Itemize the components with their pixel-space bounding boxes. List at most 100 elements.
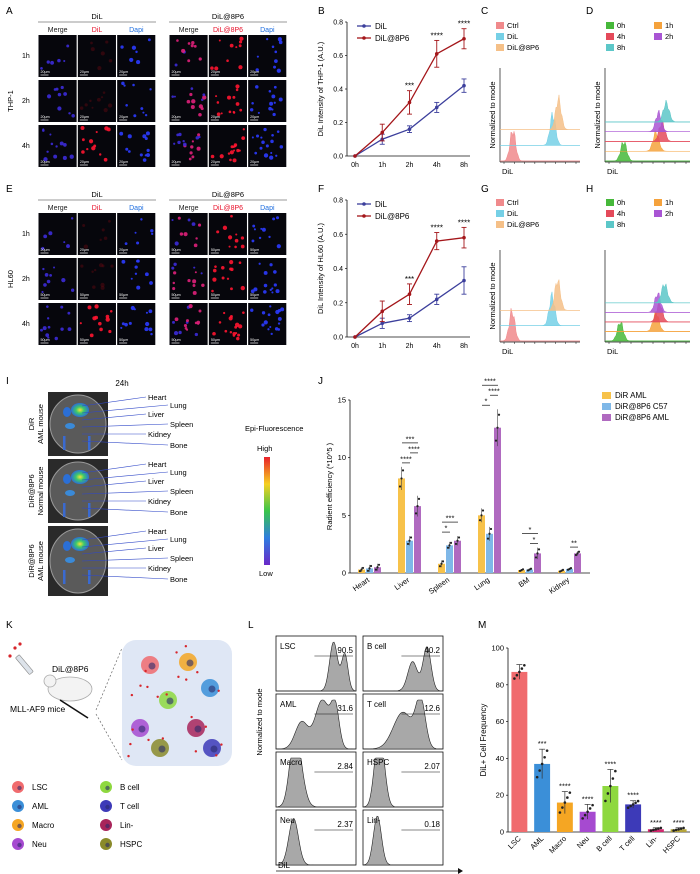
cell-dot (277, 322, 281, 325)
data-dot (652, 828, 655, 832)
cell-dot (181, 48, 186, 53)
data-dot (577, 550, 581, 553)
significance-mark: *** (446, 514, 455, 523)
cell-dot (191, 140, 194, 143)
scale-label: 50μm (172, 293, 181, 297)
gate-percentage: 2.84 (337, 762, 353, 771)
data-dot (417, 497, 421, 500)
data-dot (654, 827, 658, 831)
legend-label: DiR@8P6 C57 (615, 402, 668, 411)
cell-dot (79, 322, 82, 325)
micro-channel-label: Dapi (260, 205, 275, 212)
bar (579, 811, 596, 832)
nanoparticle-dot (220, 743, 223, 746)
y-tick-label: 60 (496, 717, 504, 726)
cell-dot (241, 136, 246, 141)
cell-dot (261, 311, 266, 315)
legend-label: DiL (507, 32, 518, 41)
cell-dot (275, 154, 278, 157)
cell-dot (148, 327, 153, 332)
cell-dot (94, 268, 97, 272)
cell-dot (212, 331, 216, 336)
cell-dot (144, 272, 149, 277)
nanoparticle-dot (146, 685, 149, 689)
legend-swatch (606, 44, 614, 51)
gate-percentage: 0.18 (424, 820, 440, 829)
cell-dot (198, 135, 201, 139)
panel-letter-a: A (6, 6, 13, 17)
cell-dot (61, 277, 66, 283)
significance-mark: *** (538, 739, 547, 748)
x-tick-label: AML (528, 834, 545, 851)
data-dot (586, 810, 589, 814)
cell-dot (182, 139, 185, 143)
spleen-signal (65, 557, 75, 563)
data-dot (376, 566, 379, 569)
y-tick-label: 100 (491, 644, 504, 653)
micro-channel-label: DiL@8P6 (213, 27, 243, 34)
cell-dot (270, 151, 273, 154)
organ-pointer (81, 507, 169, 513)
legend-swatch (606, 33, 614, 40)
cell-dot (272, 217, 276, 221)
cell-dot (188, 157, 192, 161)
legend-label: 0h (617, 198, 625, 207)
bar (602, 786, 619, 832)
data-dot (478, 519, 482, 522)
micro-tile (208, 213, 247, 255)
population-label: AML (280, 700, 297, 709)
cell-dot (50, 142, 54, 146)
legend-swatch (602, 403, 611, 410)
injection-label: DiL@8P6 (52, 664, 89, 674)
gate-percentage: 12.6 (424, 704, 440, 713)
cell-dot (149, 281, 153, 285)
scale-label: 20μm (41, 70, 50, 74)
cell-dot (100, 51, 105, 56)
data-dot (497, 413, 501, 416)
scale-label: 50μm (80, 293, 89, 297)
cell-dot (174, 317, 179, 322)
legend-swatch (496, 199, 504, 206)
cell-dot (210, 154, 215, 159)
micro-group-label: DiL (91, 12, 102, 21)
data-point (407, 100, 412, 105)
cell-dot (255, 134, 260, 138)
cell-dot (240, 236, 245, 240)
organ-label: Liver (148, 477, 165, 486)
cell-dot (134, 272, 138, 275)
y-axis-label: DiL Intensity of HL60 (A.U.) (316, 222, 325, 314)
data-dot (449, 541, 453, 544)
cell-dot (226, 277, 230, 280)
bone-signal (63, 436, 66, 450)
nanoparticle-dot (215, 754, 218, 757)
cell-dot (185, 319, 190, 323)
bar (438, 563, 445, 573)
y-tick-label: 0.2 (333, 120, 343, 127)
organ-pointer (81, 557, 169, 562)
cell-dot (276, 68, 281, 73)
arrow-head (458, 868, 463, 874)
data-dot (523, 663, 526, 667)
histogram-panel-g: Ctrl DiL DiL@8P6 DiL Normalized to mode (488, 198, 580, 356)
cell-dot (182, 142, 187, 147)
panel-letter-f: F (318, 184, 324, 195)
cell-dot (235, 84, 240, 89)
x-tick-label: 8h (460, 343, 468, 350)
micro-channel-label: DiL@8P6 (213, 205, 243, 212)
bar (511, 671, 528, 832)
cell-dot (124, 322, 128, 327)
x-tick-label: 0h (351, 162, 359, 169)
scale-label: 50μm (250, 293, 259, 297)
micro-tile (169, 303, 208, 345)
data-dot (520, 667, 524, 670)
data-point (462, 235, 466, 240)
cell-dot (267, 328, 270, 331)
scale-label: 20μm (172, 115, 181, 119)
data-dot (518, 670, 521, 674)
cell-dot (196, 146, 201, 151)
scale-label: 20μm (41, 160, 50, 164)
cell-dot (187, 278, 191, 283)
cell-dot (252, 224, 256, 228)
cell-dot (269, 288, 272, 292)
bone-signal (88, 503, 91, 517)
